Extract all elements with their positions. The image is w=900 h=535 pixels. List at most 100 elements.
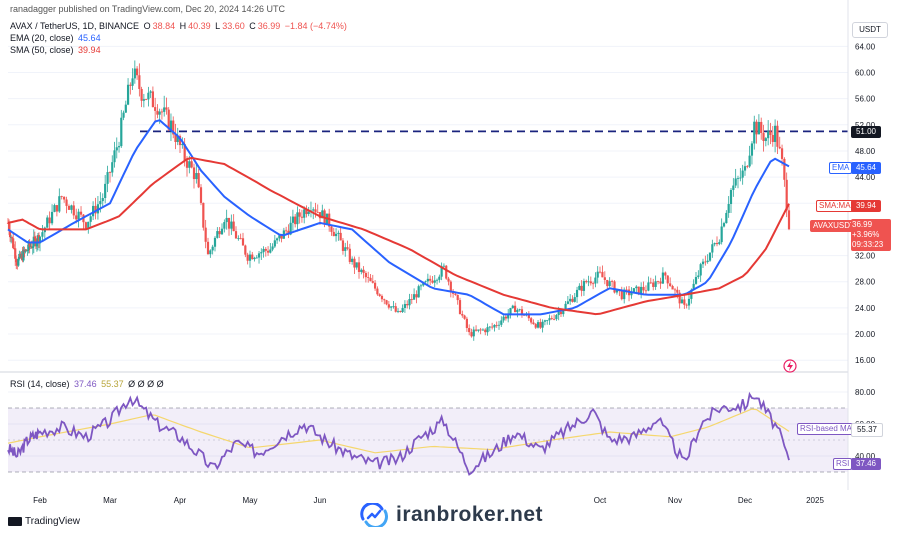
rsi-legend-value: 37.46: [74, 379, 97, 389]
candle-body: [511, 305, 514, 309]
candle-body: [248, 254, 252, 261]
candle-body: [520, 309, 524, 316]
candle-body: [548, 318, 551, 321]
candle-body: [603, 277, 606, 280]
candle-body: [227, 217, 231, 229]
candle-body: [115, 147, 118, 151]
candle-body: [72, 205, 75, 216]
ohlc-high: 40.39: [188, 21, 211, 31]
price-tick-label: 48.00: [855, 147, 876, 156]
ohlc-low: 33.60: [222, 21, 245, 31]
symbol-title[interactable]: AVAX / TetherUS, 1D, BINANCE: [10, 21, 140, 31]
candle-body: [104, 183, 107, 198]
ema-tag-label: EMA: [829, 162, 853, 174]
candle-body: [280, 235, 283, 239]
candle-body: [683, 299, 686, 305]
time-tick-label: Dec: [738, 496, 752, 505]
candle-body: [246, 254, 249, 261]
candle-body: [708, 252, 712, 261]
ema-price-tag: 45.64: [851, 162, 881, 174]
candle-body: [734, 178, 737, 186]
candle-body: [465, 318, 468, 329]
time-tick-label: Feb: [33, 496, 47, 505]
candle-body: [640, 286, 643, 295]
candle-body: [321, 210, 324, 219]
last-price-tag: 36.99 +3.96% 09:33:23: [851, 219, 891, 251]
candle-body: [458, 300, 462, 314]
candle-body: [225, 217, 228, 223]
candle-body: [671, 285, 674, 290]
candle-body: [507, 314, 510, 319]
candle-body: [623, 289, 626, 300]
candle-body: [396, 310, 400, 312]
sma-legend[interactable]: SMA (50, close) 39.94: [10, 45, 103, 56]
tradingview-logo[interactable]: TradingView: [8, 516, 80, 527]
candle-body: [314, 209, 317, 212]
candle-body: [216, 231, 219, 238]
candle-body: [126, 84, 130, 105]
candle-body: [380, 295, 384, 300]
candle-body: [504, 316, 508, 319]
candle-body: [158, 111, 161, 115]
candle-body: [620, 290, 623, 300]
candle-body: [399, 310, 402, 312]
alert-icon[interactable]: [783, 359, 797, 373]
ema-legend[interactable]: EMA (20, close) 45.64: [10, 33, 103, 44]
candle-body: [77, 211, 80, 220]
candle-body: [192, 167, 196, 180]
rsi-ma-legend-value: 55.37: [101, 379, 124, 389]
price-axis[interactable]: 16.0020.0024.0028.0032.0036.0040.0044.00…: [855, 42, 876, 461]
candle-body: [472, 329, 475, 337]
candle-body: [108, 172, 112, 173]
sma-price-tag: 39.94: [851, 200, 881, 212]
price-tick-label: 32.00: [855, 252, 876, 261]
time-axis[interactable]: Feb Mar Apr May Jun Oct Nov Dec 2025: [33, 496, 824, 505]
candle-body: [33, 236, 36, 239]
candle-body: [101, 197, 104, 202]
sma-tag-label: SMA:MA: [816, 200, 854, 212]
candle-body: [183, 143, 186, 161]
resistance-price-tag: 51.00: [851, 126, 881, 138]
candle-body: [160, 111, 164, 113]
candle-body: [493, 325, 496, 328]
candle-body: [373, 282, 377, 289]
sma-legend-value: 39.94: [78, 45, 101, 55]
candle-body: [296, 212, 299, 225]
candle-body: [84, 222, 87, 229]
candle-body: [58, 196, 61, 212]
candle-body: [70, 205, 73, 210]
candle-body: [232, 221, 235, 232]
candle-body: [687, 298, 691, 306]
candle-body: [190, 161, 193, 168]
candle-body: [680, 299, 684, 304]
candle-body: [736, 177, 740, 179]
candle-body: [664, 272, 667, 276]
candle-body: [477, 329, 480, 331]
price-tick-label: 56.00: [855, 95, 876, 104]
ohlc-close-label: C: [249, 21, 256, 31]
candle-body: [562, 310, 565, 315]
currency-button[interactable]: USDT: [852, 22, 888, 38]
sma50-line: [7, 156, 790, 316]
candle-body: [488, 326, 491, 328]
candle-body: [113, 150, 116, 163]
rsi-legend[interactable]: RSI (14, close) 37.46 55.37 Ø Ø Ø Ø: [10, 379, 166, 390]
candle-body: [760, 121, 763, 134]
candle-body: [539, 322, 542, 328]
candle-body: [692, 283, 695, 290]
candle-body: [156, 110, 159, 115]
candle-body: [266, 250, 270, 253]
candle-body: [28, 242, 31, 247]
candle-body: [456, 294, 459, 301]
candle-body: [38, 236, 42, 244]
candle-body: [135, 68, 139, 76]
candle-body: [417, 286, 420, 298]
candle-body: [669, 283, 672, 286]
candle-body: [610, 281, 614, 282]
candle-body: [530, 318, 533, 323]
candle-body: [666, 275, 669, 284]
candle-body: [632, 288, 635, 293]
price-tick-label: 60.00: [855, 69, 876, 78]
candle-body: [463, 315, 466, 319]
